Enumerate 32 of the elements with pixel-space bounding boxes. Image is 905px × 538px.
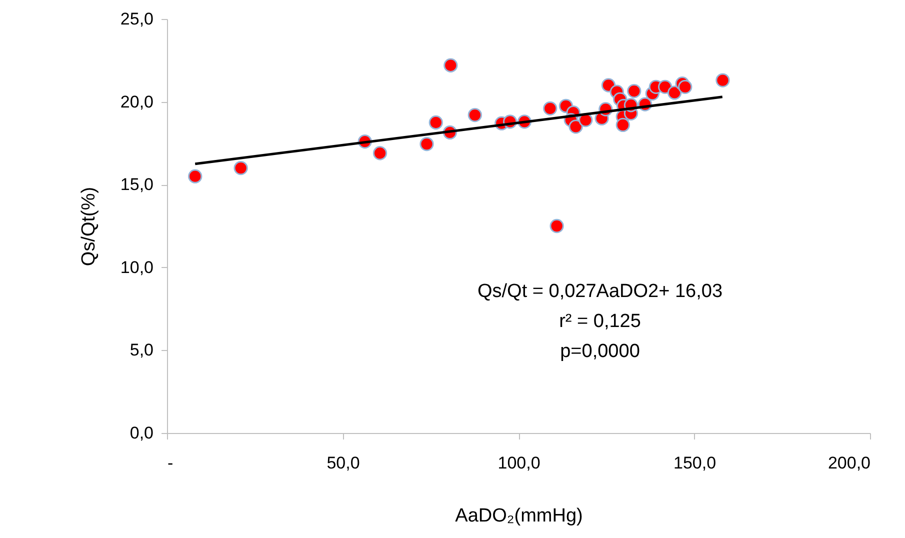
y-tick-label: 20,0 (120, 92, 154, 112)
point (372, 146, 388, 160)
point (188, 169, 202, 184)
point (420, 136, 434, 152)
y-tick-label: 0,0 (130, 424, 154, 442)
point (444, 58, 458, 72)
point (716, 73, 730, 88)
y-tick-label: 10,0 (120, 258, 154, 277)
point (468, 108, 482, 122)
point (428, 115, 443, 130)
point (568, 120, 583, 134)
x-tick-label: 100,0 (498, 454, 540, 472)
y-axis-title: Qs/Qt(%) (78, 186, 100, 266)
point (543, 101, 558, 116)
point (658, 80, 672, 94)
annotation: Qs/Qt = 0,027AaDO2+ 16,03 (477, 281, 723, 302)
annotation: r² = 0,125 (559, 311, 641, 332)
point (616, 118, 630, 132)
y-tick-label: 25,0 (120, 10, 154, 28)
point (550, 218, 564, 234)
annotation: p=0,0000 (560, 341, 640, 362)
y-tick-label: 5,0 (130, 340, 154, 360)
x-axis-title: AaDO₂(mmHg) (455, 506, 583, 526)
x-tick-label: 200,0 (828, 454, 870, 472)
point (234, 160, 248, 176)
x-tick-label: 150,0 (673, 454, 716, 472)
point (627, 84, 642, 98)
x-tick-label: - (168, 454, 174, 472)
y-tick-label: 15,0 (120, 175, 154, 194)
point (667, 86, 682, 100)
point (678, 80, 692, 94)
x-tick-label: 50,0 (326, 454, 360, 472)
